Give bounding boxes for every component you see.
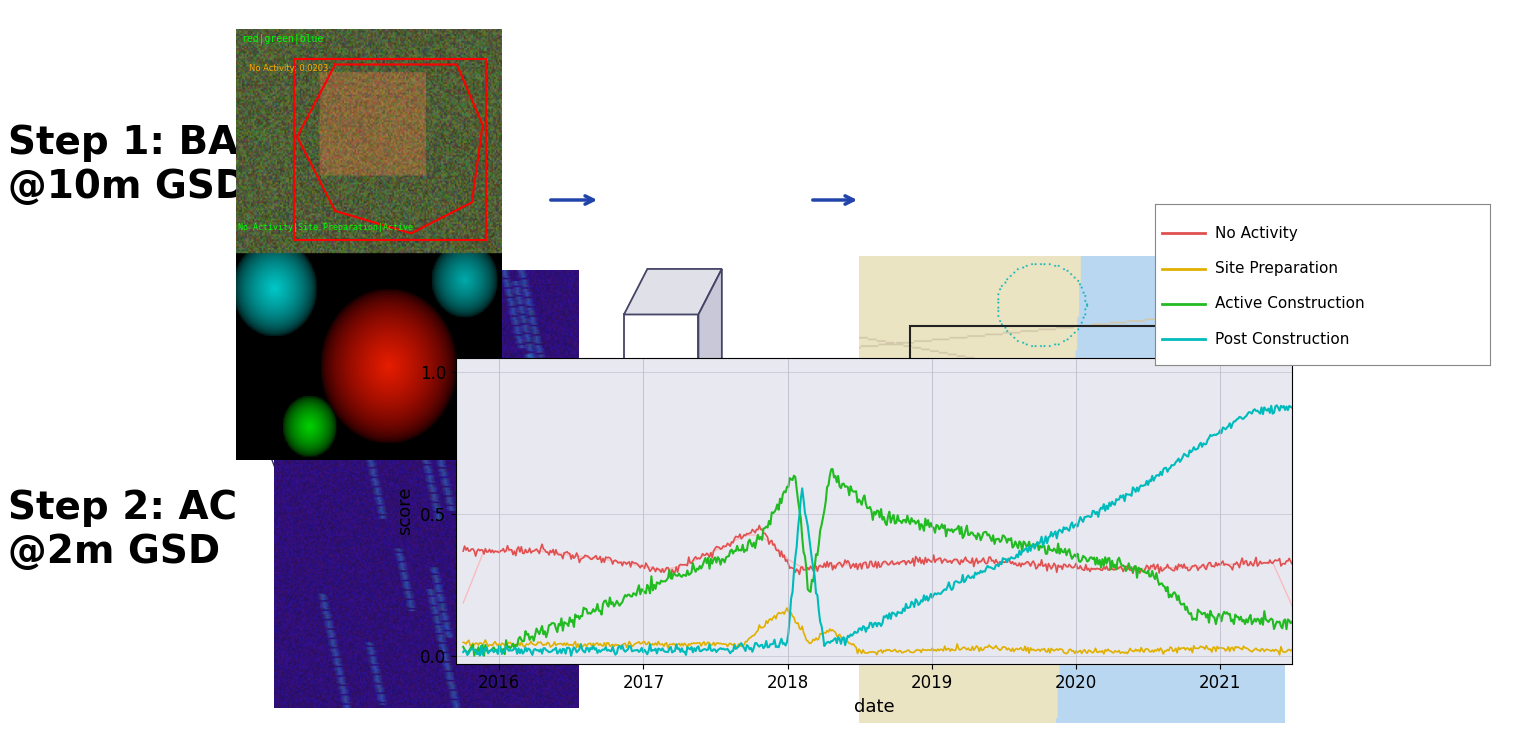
Site Preparation — [600, 642, 619, 650]
Text: red|green|blue: red|green|blue — [240, 34, 324, 44]
Site Preparation — [454, 638, 473, 647]
Line: Active Construction: Active Construction — [464, 469, 1292, 656]
Y-axis label: score: score — [397, 487, 415, 535]
Line: Post Construction: Post Construction — [464, 405, 1292, 656]
Line: No Activity: No Activity — [464, 526, 1292, 578]
Site Preparation — [778, 604, 796, 612]
Site Preparation — [667, 640, 686, 649]
Polygon shape — [625, 269, 722, 315]
Active Construction — [669, 572, 687, 580]
Active Construction — [465, 651, 483, 660]
No Activity — [1283, 559, 1301, 568]
Polygon shape — [699, 269, 722, 664]
Bar — [910, 326, 1225, 643]
Post Construction — [944, 584, 962, 593]
No Activity — [600, 553, 619, 562]
Post Construction — [669, 645, 687, 653]
Text: Extract Polygons: Extract Polygons — [654, 431, 669, 548]
Active Construction — [602, 599, 620, 608]
Text: Site Preparation: Site Preparation — [1216, 261, 1339, 276]
Active Construction — [1283, 618, 1301, 626]
Post Construction — [830, 634, 848, 643]
Text: Step 2: AC
@2m GSD: Step 2: AC @2m GSD — [8, 489, 237, 571]
Text: Post Construction: Post Construction — [1216, 332, 1350, 347]
Text: No Activity: No Activity — [1216, 226, 1298, 241]
Post Construction — [454, 648, 473, 656]
Active Construction — [831, 484, 850, 493]
X-axis label: date: date — [854, 698, 894, 715]
No Activity — [945, 555, 964, 564]
Post Construction — [602, 647, 620, 656]
Post Construction — [1079, 512, 1097, 520]
Post Construction — [562, 651, 581, 660]
No Activity — [454, 547, 473, 556]
Active Construction — [454, 642, 473, 651]
Text: No Activity: 0.0203: No Activity: 0.0203 — [249, 64, 328, 73]
Line: Site Preparation: Site Preparation — [464, 608, 1292, 655]
No Activity — [831, 560, 850, 569]
Site Preparation — [830, 630, 848, 639]
Site Preparation — [1009, 645, 1028, 654]
No Activity — [751, 521, 769, 530]
Active Construction — [945, 526, 964, 534]
Site Preparation — [1271, 650, 1289, 659]
Site Preparation — [1283, 645, 1301, 654]
Site Preparation — [944, 646, 962, 655]
Polygon shape — [625, 315, 699, 664]
No Activity — [1081, 567, 1099, 576]
No Activity — [661, 574, 679, 583]
Site Preparation — [1079, 646, 1097, 655]
Active Construction — [1011, 537, 1029, 546]
Post Construction — [1009, 553, 1028, 561]
Active Construction — [824, 465, 842, 474]
No Activity — [669, 568, 687, 577]
Text: Step 1: BAS
@10m GSD: Step 1: BAS @10m GSD — [8, 124, 266, 206]
Text: No Activity|Site Preparation|Active: No Activity|Site Preparation|Active — [239, 223, 413, 231]
Bar — [295, 59, 486, 240]
Post Construction — [1283, 403, 1301, 412]
No Activity — [1011, 558, 1029, 567]
Text: Active Construction: Active Construction — [1216, 296, 1365, 312]
Post Construction — [1268, 401, 1286, 410]
Active Construction — [1081, 553, 1099, 562]
